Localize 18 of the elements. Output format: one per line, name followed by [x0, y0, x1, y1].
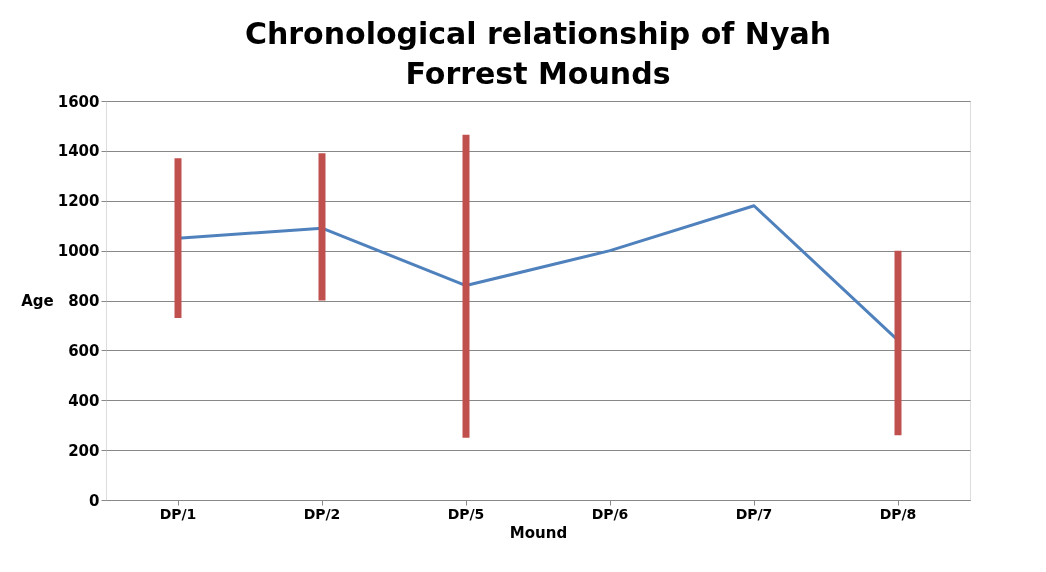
- y-tick-label: 1600: [57, 92, 100, 111]
- x-tick-label: DP/8: [879, 505, 917, 522]
- x-tick-label: DP/7: [735, 505, 773, 522]
- y-tick-label: 200: [68, 441, 100, 460]
- y-axis-title: Age: [21, 292, 54, 310]
- y-tick-label: 600: [68, 341, 100, 360]
- y-tick-label: 1200: [57, 192, 100, 211]
- y-tick-label: 1000: [57, 242, 100, 261]
- chart-title: Chronological relationship of Nyah Forrest Mounds: [244, 16, 832, 91]
- x-tick-label: DP/1: [159, 505, 197, 522]
- x-tick-label: DP/2: [303, 505, 341, 522]
- x-tick-label: DP/6: [591, 505, 629, 522]
- x-tick-label: DP/5: [447, 505, 485, 522]
- y-tick-label: 0: [89, 491, 100, 510]
- y-tick-label: 1400: [57, 142, 100, 161]
- x-axis-title: Mound: [509, 523, 568, 542]
- y-tick-label: 800: [68, 292, 100, 310]
- y-tick-label: 400: [68, 391, 100, 410]
